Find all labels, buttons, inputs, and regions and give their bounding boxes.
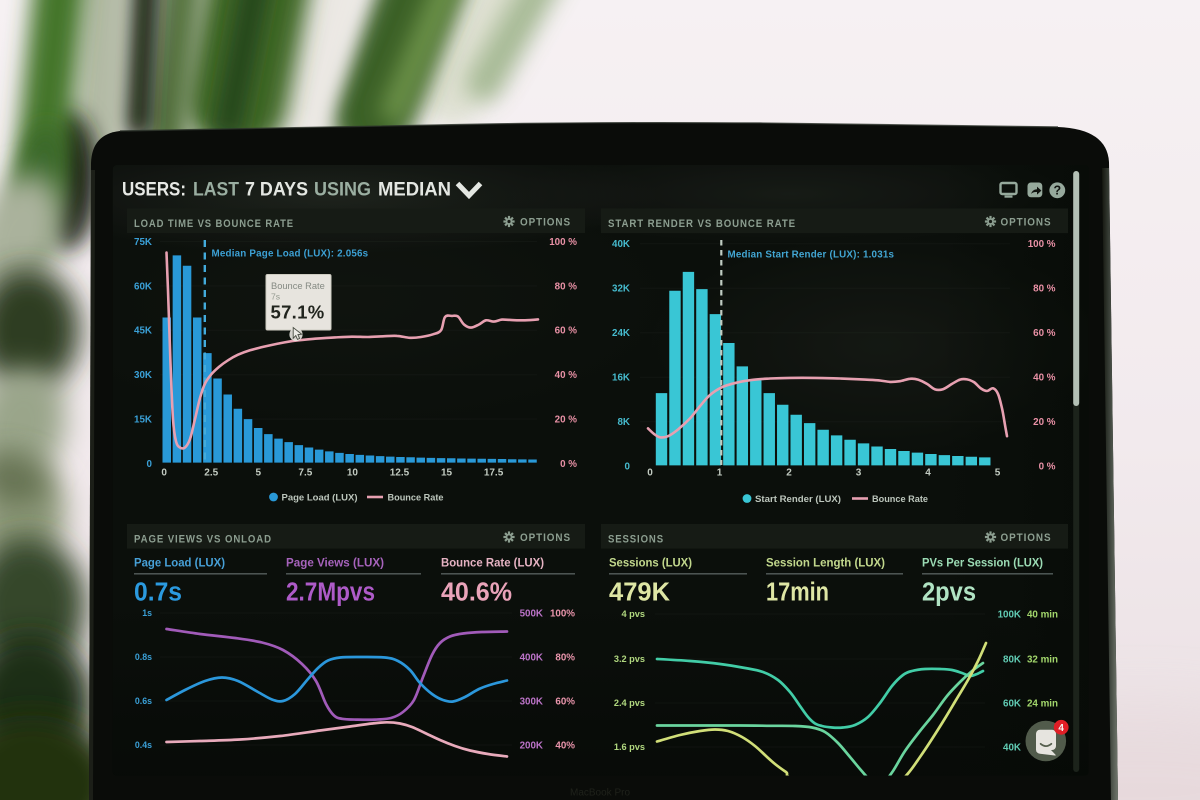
svg-text:0: 0 [161, 468, 167, 479]
svg-text:60 %: 60 % [555, 326, 578, 337]
svg-text:START RENDER VS BOUNCE RATE: START RENDER VS BOUNCE RATE [608, 218, 796, 230]
svg-text:Page Load (LUX): Page Load (LUX) [134, 557, 225, 570]
svg-text:?: ? [1053, 184, 1061, 198]
svg-text:5: 5 [995, 468, 1001, 479]
svg-text:PAGE VIEWS VS ONLOAD: PAGE VIEWS VS ONLOAD [134, 533, 272, 545]
svg-text:4: 4 [1058, 723, 1064, 734]
svg-text:40K: 40K [612, 239, 630, 250]
svg-text:Bounce Rate: Bounce Rate [388, 492, 444, 502]
svg-text:200K: 200K [520, 740, 543, 751]
svg-text:OPTIONS: OPTIONS [520, 217, 571, 229]
svg-text:32K: 32K [612, 284, 630, 295]
svg-text:MEDIAN: MEDIAN [378, 180, 451, 201]
svg-text:20 %: 20 % [1033, 417, 1056, 428]
svg-text:75K: 75K [134, 237, 152, 248]
svg-text:7.5: 7.5 [298, 468, 312, 479]
svg-text:0: 0 [647, 468, 653, 479]
svg-text:40 %: 40 % [555, 370, 578, 381]
svg-text:Page Views (LUX): Page Views (LUX) [286, 557, 384, 570]
svg-text:OPTIONS: OPTIONS [1001, 217, 1052, 229]
svg-text:17min: 17min [766, 579, 829, 607]
svg-text:3: 3 [856, 468, 862, 479]
svg-text:100K: 100K [998, 609, 1021, 620]
svg-text:30K: 30K [134, 370, 152, 381]
svg-text:60K: 60K [134, 281, 152, 292]
svg-text:7s: 7s [271, 292, 280, 302]
svg-text:40 %: 40 % [1033, 373, 1056, 384]
svg-text:Bounce Rate (LUX): Bounce Rate (LUX) [441, 557, 544, 570]
svg-text:24K: 24K [612, 328, 630, 339]
svg-text:8K: 8K [617, 417, 630, 428]
svg-text:2.5: 2.5 [204, 468, 218, 479]
svg-text:LOAD TIME VS BOUNCE RATE: LOAD TIME VS BOUNCE RATE [134, 218, 294, 230]
svg-text:100%: 100% [550, 608, 575, 619]
svg-text:2.4 pvs: 2.4 pvs [614, 698, 645, 708]
svg-text:1.6 pvs: 1.6 pvs [614, 742, 645, 752]
svg-text:60K: 60K [1003, 698, 1021, 709]
svg-text:500K: 500K [520, 608, 543, 619]
svg-text:4 pvs: 4 pvs [622, 609, 646, 619]
svg-text:Sessions (LUX): Sessions (LUX) [609, 557, 692, 570]
svg-text:0 %: 0 % [560, 459, 577, 470]
svg-text:LAST: LAST [193, 180, 239, 201]
svg-text:17.5: 17.5 [484, 468, 504, 479]
svg-text:SESSIONS: SESSIONS [608, 533, 664, 545]
svg-text:16K: 16K [612, 373, 630, 384]
svg-text:24 min: 24 min [1027, 698, 1058, 709]
svg-text:400K: 400K [520, 652, 543, 663]
svg-text:4: 4 [925, 468, 931, 479]
svg-text:MacBook Pro: MacBook Pro [570, 788, 630, 799]
svg-text:Page Load (LUX): Page Load (LUX) [282, 492, 358, 502]
svg-text:0 %: 0 % [1039, 462, 1056, 473]
svg-text:60 %: 60 % [1033, 328, 1056, 339]
svg-text:0.6s: 0.6s [135, 696, 152, 706]
svg-text:Median Start Render (LUX): 1.0: Median Start Render (LUX): 1.031s [728, 250, 895, 261]
svg-text:PVs Per Session (LUX): PVs Per Session (LUX) [922, 557, 1043, 570]
svg-text:80%: 80% [555, 652, 575, 663]
svg-text:OPTIONS: OPTIONS [1001, 532, 1052, 544]
svg-text:57.1%: 57.1% [271, 302, 325, 323]
svg-text:1s: 1s [142, 608, 152, 618]
svg-text:80 %: 80 % [1033, 284, 1056, 295]
svg-text:12.5: 12.5 [390, 468, 410, 479]
svg-text:1: 1 [717, 468, 723, 479]
svg-text:479K: 479K [609, 579, 671, 607]
svg-text:USING: USING [314, 180, 371, 201]
svg-text:Median Page Load (LUX): 2.056s: Median Page Load (LUX): 2.056s [212, 249, 369, 260]
svg-text:32 min: 32 min [1027, 654, 1058, 665]
svg-text:OPTIONS: OPTIONS [520, 532, 571, 544]
svg-text:5: 5 [256, 468, 262, 479]
svg-text:45K: 45K [134, 326, 152, 337]
svg-text:3.2 pvs: 3.2 pvs [614, 654, 645, 664]
svg-text:2: 2 [786, 468, 792, 479]
svg-text:15: 15 [441, 468, 453, 479]
svg-text:80K: 80K [1003, 654, 1021, 665]
svg-text:40%: 40% [555, 740, 575, 751]
svg-text:Bounce Rate: Bounce Rate [872, 494, 928, 504]
svg-text:40K: 40K [1003, 742, 1021, 753]
svg-text:7 DAYS: 7 DAYS [245, 180, 308, 201]
svg-text:100 %: 100 % [1028, 239, 1056, 250]
svg-text:15K: 15K [134, 415, 152, 426]
svg-text:40 min: 40 min [1027, 609, 1058, 620]
svg-text:0: 0 [625, 462, 631, 473]
svg-text:Session Length (LUX): Session Length (LUX) [766, 557, 885, 570]
svg-text:0.7s: 0.7s [134, 579, 182, 607]
svg-text:Start Render (LUX): Start Render (LUX) [755, 494, 841, 504]
svg-text:100 %: 100 % [549, 237, 577, 248]
svg-text:40.6%: 40.6% [441, 579, 512, 607]
svg-text:80 %: 80 % [555, 281, 578, 292]
svg-text:0.4s: 0.4s [135, 740, 152, 750]
svg-text:20 %: 20 % [555, 415, 578, 426]
svg-text:0.8s: 0.8s [135, 652, 152, 662]
svg-text:10: 10 [347, 468, 359, 479]
svg-text:2pvs: 2pvs [922, 579, 976, 607]
svg-text:2.7Mpvs: 2.7Mpvs [286, 579, 375, 607]
svg-text:60%: 60% [555, 696, 575, 707]
svg-text:0: 0 [147, 459, 153, 470]
svg-text:Bounce Rate: Bounce Rate [271, 281, 325, 291]
svg-text:300K: 300K [520, 696, 543, 707]
svg-text:USERS:: USERS: [122, 180, 186, 201]
